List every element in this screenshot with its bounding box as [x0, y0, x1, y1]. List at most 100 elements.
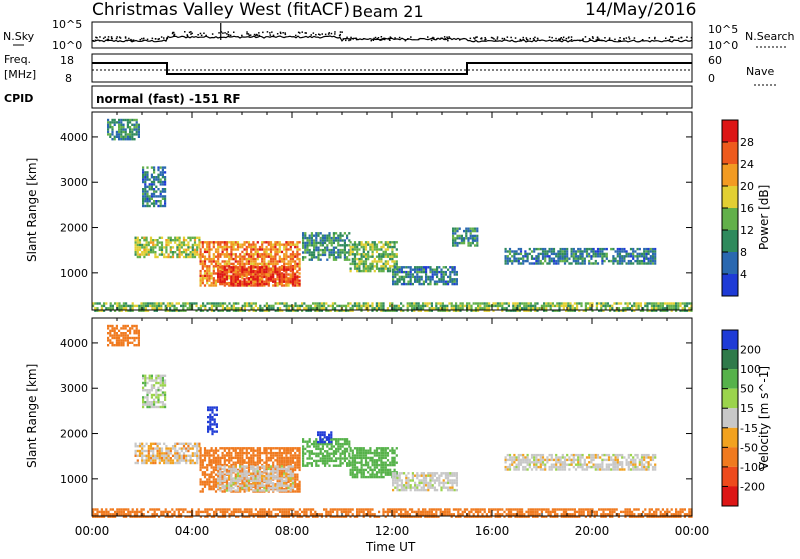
echo-cell — [283, 457, 285, 459]
echo-cell — [213, 302, 215, 304]
echo-cell — [292, 487, 294, 489]
echo-cell — [215, 464, 217, 466]
echo-cell — [564, 250, 566, 252]
echo-cell — [213, 450, 215, 452]
echo-cell — [263, 241, 265, 243]
echo-cell — [138, 344, 140, 346]
echo-cell — [313, 251, 315, 253]
noise-search-dot — [470, 38, 472, 40]
echo-cell — [306, 457, 308, 459]
echo-cell — [315, 448, 317, 450]
echo-cell — [346, 244, 348, 246]
echo-cell — [619, 262, 621, 264]
echo-cell — [200, 275, 202, 277]
echo-cell — [252, 260, 254, 262]
echo-cell — [608, 260, 610, 262]
echo-cell — [103, 302, 105, 304]
noise-search-dot — [523, 39, 525, 41]
echo-cell — [436, 276, 438, 278]
echo-cell — [287, 468, 289, 470]
echo-cell — [114, 330, 116, 332]
echo-cell — [311, 251, 313, 253]
echo-cell — [279, 474, 281, 476]
noise-search-dot — [484, 37, 486, 39]
echo-cell — [96, 302, 98, 304]
echo-cell — [157, 377, 159, 379]
echo-cell — [413, 305, 415, 307]
echo-cell — [333, 438, 335, 440]
echo-cell — [317, 232, 319, 234]
echo-cell — [172, 445, 174, 447]
echo-cell — [165, 459, 167, 461]
echo-cell — [250, 273, 252, 275]
echo-cell — [270, 258, 272, 260]
echo-cell — [235, 465, 237, 467]
echo-cell — [246, 269, 248, 271]
echo-cell — [248, 281, 250, 283]
echo-cell — [322, 457, 324, 459]
echo-cell — [418, 302, 420, 304]
echo-cell — [185, 447, 187, 449]
echo-cell — [588, 260, 590, 262]
echo-cell — [677, 302, 679, 304]
echo-cell — [529, 253, 531, 255]
echo-cell — [604, 260, 606, 262]
echo-cell — [190, 256, 192, 258]
echo-cell — [204, 307, 206, 309]
echo-cell — [131, 124, 133, 126]
echo-cell — [374, 241, 376, 243]
echo-cell — [324, 247, 326, 249]
echo-cell — [268, 305, 270, 307]
echo-cell — [200, 466, 202, 468]
echo-cell — [394, 273, 396, 275]
echo-cell — [149, 403, 151, 405]
echo-cell — [250, 253, 252, 255]
echo-cell — [393, 305, 395, 307]
echo-cell — [200, 270, 202, 272]
echo-cell — [129, 119, 131, 121]
echo-cell — [155, 394, 157, 396]
echo-cell — [165, 244, 167, 246]
echo-cell — [268, 489, 270, 491]
noise-search-dot — [200, 33, 202, 35]
echo-cell — [343, 305, 345, 307]
echo-cell — [261, 273, 263, 275]
echo-cell — [228, 256, 230, 258]
echo-cell — [202, 282, 204, 284]
echo-cell — [607, 302, 609, 304]
echo-cell — [410, 271, 412, 273]
echo-cell — [474, 240, 476, 242]
echo-cell — [283, 489, 285, 491]
echo-cell — [239, 485, 241, 487]
echo-cell — [276, 276, 278, 278]
echo-cell — [257, 447, 259, 449]
echo-cell — [337, 249, 339, 251]
echo-cell — [272, 269, 274, 271]
echo-cell — [239, 258, 241, 260]
echo-cell — [244, 241, 246, 243]
echo-cell — [146, 457, 148, 459]
echo-cell — [220, 302, 222, 304]
echo-cell — [288, 260, 290, 262]
echo-cell — [285, 464, 287, 466]
echo-cell — [297, 307, 299, 309]
echo-cell — [524, 255, 526, 257]
echo-cell — [141, 462, 143, 464]
echo-cell — [215, 241, 217, 243]
echo-cell — [257, 266, 259, 268]
echo-cell — [176, 450, 178, 452]
echo-cell — [259, 277, 261, 279]
echo-cell — [540, 253, 542, 255]
echo-cell — [202, 474, 204, 476]
echo-cell — [148, 459, 150, 461]
echo-cell — [243, 281, 245, 283]
echo-cell — [204, 277, 206, 279]
echo-cell — [414, 269, 416, 271]
echo-cell — [322, 460, 324, 462]
echo-cell — [279, 457, 281, 459]
echo-cell — [153, 188, 155, 190]
echo-cell — [244, 459, 246, 461]
echo-cell — [432, 273, 434, 275]
cpid-label: CPID — [4, 92, 33, 105]
noise-search-dot — [555, 38, 557, 40]
